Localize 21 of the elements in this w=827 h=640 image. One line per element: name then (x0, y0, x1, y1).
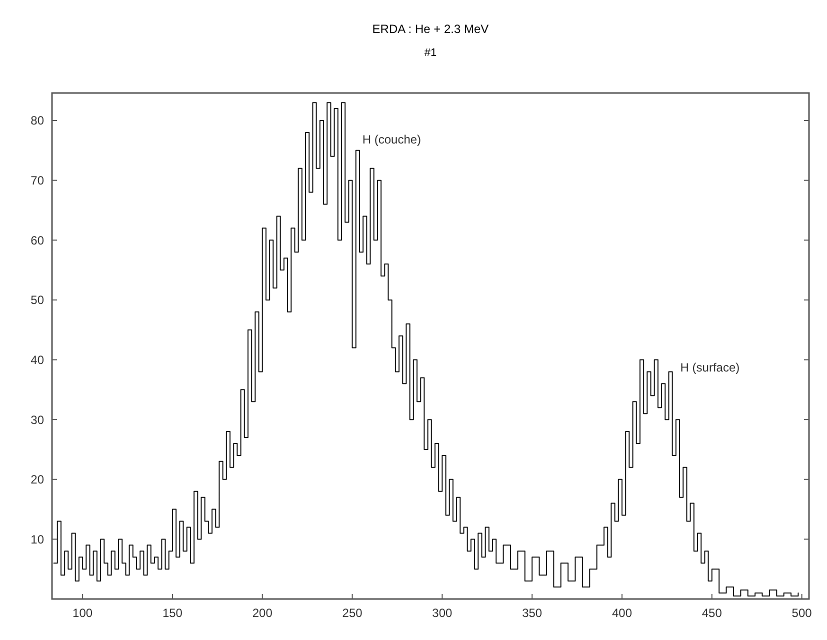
x-tick-label: 100 (72, 606, 93, 620)
y-tick-label: 20 (30, 472, 44, 487)
x-tick-label: 200 (252, 606, 273, 620)
y-tick-label: 70 (30, 174, 44, 188)
y-tick-label: 60 (30, 233, 44, 248)
y-tick-label: 80 (30, 114, 44, 128)
y-tick-label: 10 (30, 532, 44, 546)
annotation: H (couche) (362, 132, 422, 147)
annotation: H (surface) (680, 360, 740, 374)
x-tick-label: 300 (432, 606, 453, 620)
x-tick-label: 150 (162, 606, 183, 620)
x-tick-label: 500 (792, 606, 812, 620)
y-tick-label: 30 (30, 412, 44, 427)
x-tick-label: 400 (612, 606, 632, 620)
chart-title: ERDA : He + 2.3 MeV (372, 22, 489, 36)
x-tick-label: 350 (522, 606, 542, 620)
chart-subtitle: #1 (424, 47, 437, 59)
x-tick-label: 450 (702, 606, 722, 620)
x-tick-label: 250 (342, 606, 363, 620)
y-tick-label: 50 (30, 293, 44, 308)
y-tick-label: 40 (30, 352, 44, 367)
